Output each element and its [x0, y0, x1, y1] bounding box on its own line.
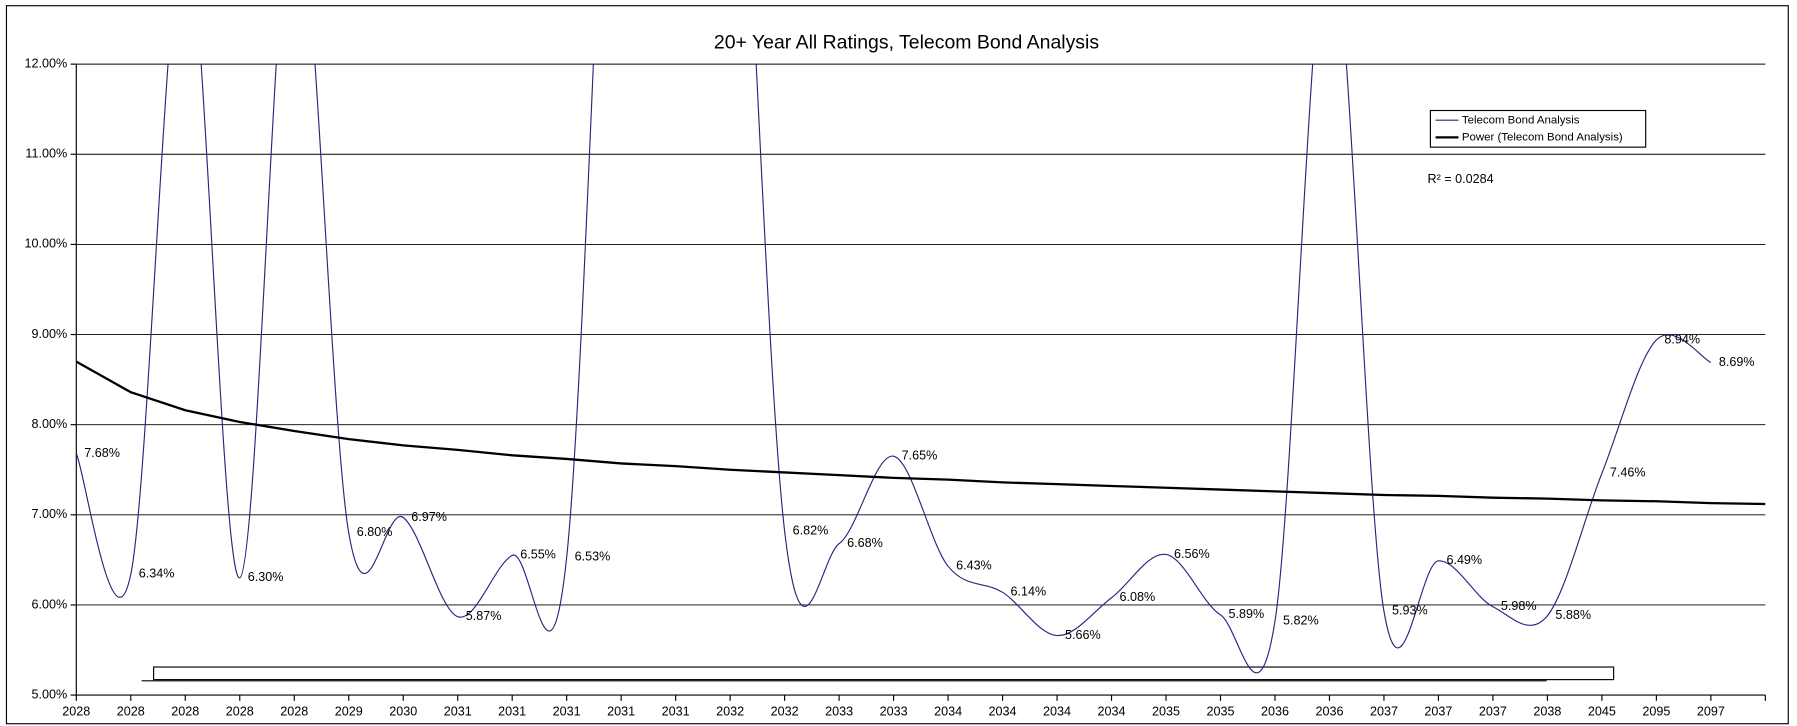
data-label: 8.94%: [1664, 332, 1700, 346]
data-label: 5.93%: [1392, 604, 1428, 618]
x-tick-label: 2032: [716, 705, 744, 719]
legend-label: Power (Telecom Bond Analysis): [1462, 131, 1623, 143]
x-tick-label: 2034: [989, 705, 1017, 719]
data-label: 6.55%: [520, 548, 556, 562]
x-tick-label: 2037: [1370, 705, 1398, 719]
legend-label: Telecom Bond Analysis: [1462, 114, 1580, 126]
scrollbar: [153, 666, 1615, 681]
data-label: 5.87%: [466, 609, 502, 623]
trend-line: [76, 360, 1766, 506]
data-label: 5.66%: [1065, 628, 1101, 642]
y-tick-label: 12.00%: [24, 56, 67, 70]
data-label: 6.97%: [411, 510, 447, 524]
x-tick-label: 2097: [1697, 705, 1725, 719]
y-tick-label: 7.00%: [31, 507, 67, 521]
plot-area: [76, 64, 1766, 674]
data-label: 5.98%: [1501, 599, 1537, 613]
data-label: 6.53%: [575, 550, 611, 564]
annotation: R² = 0.0284: [1428, 172, 1494, 186]
data-label: 5.82%: [1283, 613, 1319, 627]
x-tick-label: 2028: [171, 705, 199, 719]
x-tick-label: 2031: [553, 705, 581, 719]
y-tick-label: 9.00%: [31, 327, 67, 341]
x-tick-label: 2031: [444, 705, 472, 719]
data-label: 6.30%: [248, 570, 284, 584]
x-tick-label: 2028: [117, 705, 145, 719]
y-tick-label: 11.00%: [25, 147, 67, 161]
x-tick-label: 2028: [62, 705, 90, 719]
data-label: 7.65%: [902, 449, 938, 463]
data-label: 6.56%: [1174, 547, 1210, 561]
x-tick-label: 2029: [335, 705, 363, 719]
data-label: 7.68%: [84, 446, 120, 460]
x-tick-label: 2030: [389, 705, 417, 719]
x-tick-label: 2033: [825, 705, 853, 719]
x-tick-label: 2034: [1043, 705, 1071, 719]
x-tick-label: 2031: [662, 705, 690, 719]
y-tick-label: 5.00%: [31, 687, 67, 701]
x-tick-label: 2045: [1588, 705, 1616, 719]
x-tick-label: 2095: [1642, 705, 1670, 719]
data-label: 6.43%: [956, 559, 992, 573]
data-label: 5.88%: [1555, 608, 1591, 622]
x-tick-label: 2034: [1098, 705, 1126, 719]
data-label: 5.89%: [1229, 607, 1265, 621]
x-tick-label: 2037: [1424, 705, 1452, 719]
x-tick-label: 2036: [1261, 705, 1289, 719]
x-tick-label: 2028: [226, 705, 254, 719]
x-tick-label: 2031: [498, 705, 526, 719]
x-tick-label: 2032: [771, 705, 799, 719]
legend-box: [1429, 109, 1647, 148]
data-label: 6.34%: [139, 567, 175, 581]
data-label: 7.46%: [1610, 466, 1646, 480]
y-tick-label: 10.00%: [24, 237, 67, 251]
x-tick-label: 2035: [1152, 705, 1180, 719]
data-label: 8.69%: [1719, 355, 1755, 369]
x-tick-label: 2031: [607, 705, 635, 719]
data-label: 6.49%: [1446, 553, 1482, 567]
x-tick-label: 2038: [1533, 705, 1561, 719]
x-tick-label: 2028: [280, 705, 308, 719]
x-tick-label: 2037: [1479, 705, 1507, 719]
data-label: 6.82%: [793, 523, 829, 537]
y-tick-label: 8.00%: [31, 417, 67, 431]
data-line: [76, 64, 1712, 674]
x-tick-label: 2034: [934, 705, 962, 719]
data-label: 6.08%: [1120, 590, 1156, 604]
x-tick-label: 2035: [1207, 705, 1235, 719]
y-tick-label: 6.00%: [31, 597, 67, 611]
x-tick-label: 2036: [1315, 705, 1343, 719]
data-label: 6.14%: [1011, 585, 1047, 599]
data-label: 6.80%: [357, 525, 393, 539]
chart-title: 20+ Year All Ratings, Telecom Bond Analy…: [714, 32, 1099, 54]
x-tick-label: 2033: [880, 705, 908, 719]
data-label: 6.68%: [847, 536, 883, 550]
